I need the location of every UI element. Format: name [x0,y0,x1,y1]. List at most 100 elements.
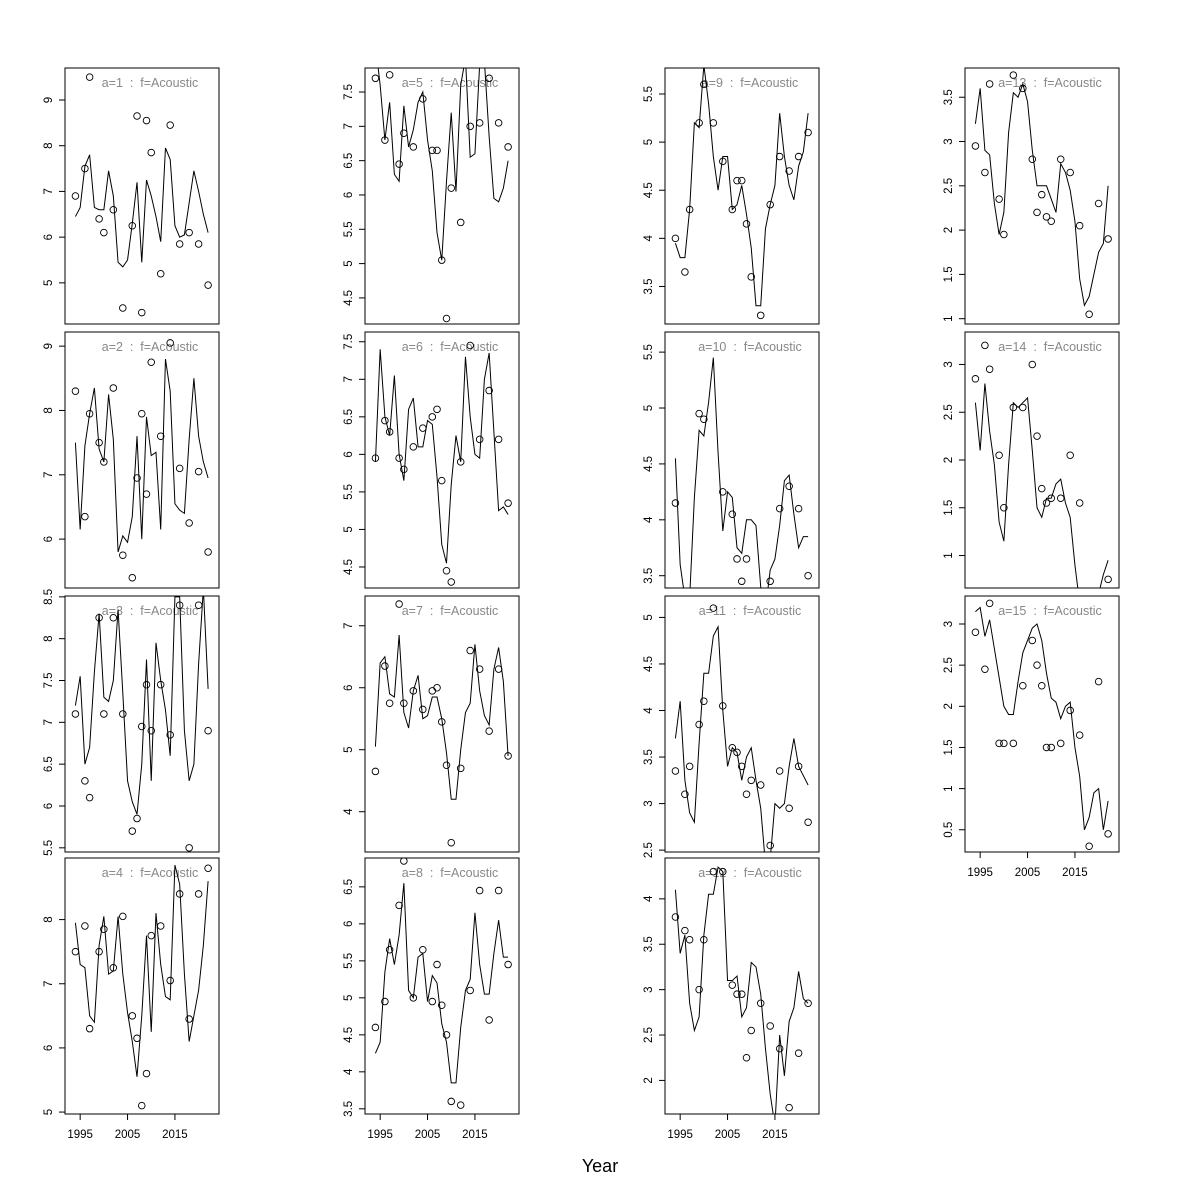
y-tick-label: 6.5 [43,756,55,772]
y-tick-label: 1 [943,785,955,791]
data-point [1066,706,1074,715]
data-point [95,215,103,223]
data-point [142,490,151,498]
data-point [142,1069,151,1078]
data-point [995,451,1003,459]
data-point [466,122,474,131]
panel-title: a=9 : f=Acoustic [702,76,799,90]
x-tick-label: 1995 [67,1129,93,1141]
data-point [748,589,755,596]
y-tick-label: 0.5 [943,822,955,838]
y-tick-label: 2.5 [643,1027,655,1043]
data-point [494,435,503,444]
data-point [1075,731,1084,739]
data-point [138,1101,146,1110]
data-point [1085,310,1093,319]
data-point [794,504,803,513]
data-point [466,986,474,995]
data-point [733,990,741,998]
data-point [985,365,994,374]
data-point [133,474,141,482]
data-point [147,148,155,157]
y-tick-label: 8 [43,143,55,149]
data-point [81,512,89,521]
data-point [400,465,408,474]
data-point [442,566,451,575]
panel-title: a=12 : f=Acoustic [698,866,802,880]
y-tick-label: 5.5 [343,221,355,237]
data-point [109,205,118,214]
y-tick-label: 5 [343,995,355,1001]
data-point [447,578,455,586]
data-point [995,739,1003,748]
data-point [447,1097,455,1106]
y-tick-label: 5 [43,1109,55,1115]
data-point [85,73,94,81]
data-point [438,1001,446,1009]
y-tick-label: 4 [643,895,655,902]
data-point [742,555,751,563]
data-point [1066,451,1074,459]
data-point [485,386,493,395]
plot-area [371,600,512,847]
data-point [133,112,141,120]
data-point [1075,221,1084,230]
data-point [733,748,741,757]
data-line [674,866,809,1114]
data-point [685,762,694,771]
data-point [719,488,727,496]
data-point [695,985,703,994]
panel: a=6 : f=Acoustic 4.5 5 5.5 6 6.5 7 7.5 [343,331,520,589]
data-point [442,761,451,769]
panel-title: a=4 : f=Acoustic [102,866,199,880]
panel-frame [964,595,1120,853]
x-tick-label: 2005 [415,1129,441,1141]
panel-title: a=1 : f=Acoustic [102,76,199,90]
y-tick-label: 3 [943,361,955,367]
data-point [804,128,812,137]
y-tick-label: 6.5 [343,153,355,169]
data-line [674,68,809,307]
data-point [494,886,503,895]
data-point [371,767,380,776]
data-point [147,726,155,735]
data-point [128,573,137,582]
data-point [475,886,484,895]
y-tick-label: 2.5 [943,657,955,673]
y-tick-label: 5 [643,614,655,620]
x-tick-label: 1995 [367,1129,393,1141]
data-point [204,548,212,556]
x-axis-label: Year [582,1156,618,1176]
data-point [981,665,989,674]
panel-frame [664,67,820,325]
data-point [119,710,127,718]
data-point [466,646,474,655]
data-point [456,1101,465,1109]
data-point [671,913,680,921]
panel-frame [364,331,520,589]
data-point [395,901,403,910]
data-point [485,1016,493,1024]
panel-title: a=15 : f=Acoustic [998,604,1102,618]
data-point [466,341,474,350]
data-point [371,74,380,83]
data-point [785,1103,793,1112]
y-tick-label: 5.5 [343,484,355,500]
data-point [681,790,689,799]
data-point [1038,190,1046,199]
panel: a=1 : f=Acoustic 5 6 7 8 9 [43,67,220,325]
data-point [485,727,493,735]
panel-title: a=5 : f=Acoustic [402,76,499,90]
y-tick-label: 3 [943,138,955,144]
y-tick-label: 7 [343,623,355,629]
plot-area [71,339,212,582]
y-tick-label: 3 [943,621,955,627]
data-point [494,119,503,127]
data-line [74,596,209,815]
y-tick-label: 9 [43,97,55,103]
y-tick-label: 3.5 [643,936,655,952]
data-point [971,375,980,383]
y-tick-label: 5 [343,526,355,532]
data-point [1094,677,1103,686]
data-point [100,925,108,933]
